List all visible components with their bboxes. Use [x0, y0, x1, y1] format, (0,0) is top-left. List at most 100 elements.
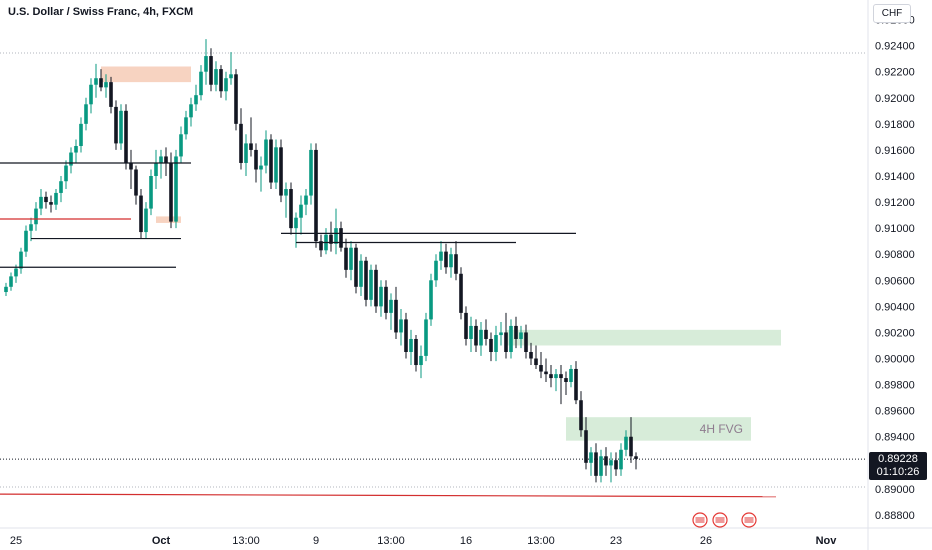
candle[interactable] — [324, 228, 328, 255]
candle[interactable] — [34, 202, 38, 231]
candle[interactable] — [289, 182, 293, 235]
candle[interactable] — [414, 335, 418, 372]
candle[interactable] — [574, 361, 578, 405]
candle[interactable] — [99, 69, 103, 92]
candle[interactable] — [219, 65, 223, 98]
candle[interactable] — [54, 189, 58, 210]
candle[interactable] — [264, 130, 268, 174]
candle[interactable] — [594, 443, 598, 483]
candle[interactable] — [584, 417, 588, 470]
candle[interactable] — [259, 156, 263, 192]
zone-box[interactable] — [566, 417, 751, 441]
candle[interactable] — [299, 195, 303, 235]
candle[interactable] — [539, 352, 543, 379]
time-axis[interactable]: 25 Oct 13:00 9 13:00 16 13:00 23 26 Nov — [10, 535, 837, 547]
candle[interactable] — [274, 139, 278, 190]
candle[interactable] — [474, 319, 478, 352]
candle[interactable] — [464, 306, 468, 346]
candle[interactable] — [304, 189, 308, 216]
us-flag-event-icon[interactable] — [712, 512, 728, 528]
candle[interactable] — [269, 134, 273, 190]
candle[interactable] — [424, 312, 428, 362]
candle[interactable] — [159, 149, 163, 179]
candle[interactable] — [484, 319, 488, 346]
candle[interactable] — [499, 322, 503, 346]
candle[interactable] — [629, 417, 633, 463]
candle[interactable] — [534, 345, 538, 369]
candle[interactable] — [429, 273, 433, 326]
candle[interactable] — [104, 74, 108, 98]
candle[interactable] — [379, 280, 383, 317]
candle[interactable] — [39, 189, 43, 216]
candle[interactable] — [244, 134, 248, 176]
candle[interactable] — [94, 63, 98, 98]
candle[interactable] — [364, 256, 368, 307]
candle[interactable] — [239, 108, 243, 170]
candle[interactable] — [549, 365, 553, 388]
candle[interactable] — [124, 104, 128, 170]
zone-box[interactable] — [101, 66, 191, 83]
candle[interactable] — [624, 430, 628, 457]
candle[interactable] — [164, 147, 168, 176]
candle[interactable] — [74, 139, 78, 163]
candle[interactable] — [189, 97, 193, 127]
candle[interactable] — [519, 325, 523, 349]
candle[interactable] — [144, 202, 148, 239]
candle[interactable] — [554, 368, 558, 392]
candle[interactable] — [444, 243, 448, 274]
event-icons[interactable] — [692, 512, 757, 528]
candle[interactable] — [154, 149, 158, 190]
candle[interactable] — [339, 221, 343, 252]
candle[interactable] — [234, 69, 238, 131]
candle[interactable] — [29, 217, 33, 242]
price-axis[interactable]: 0.926000.924000.922000.920000.918000.916… — [875, 15, 915, 522]
candle[interactable] — [529, 342, 533, 366]
candle[interactable] — [59, 176, 63, 203]
candle[interactable] — [399, 308, 403, 346]
candle[interactable] — [344, 238, 348, 278]
candle[interactable] — [589, 447, 593, 476]
candle[interactable] — [209, 48, 213, 92]
candle[interactable] — [224, 71, 228, 101]
candle[interactable] — [249, 117, 253, 157]
us-flag-event-icon[interactable] — [692, 512, 708, 528]
candle[interactable] — [174, 149, 178, 229]
candle[interactable] — [514, 316, 518, 349]
candle[interactable] — [559, 365, 563, 405]
candle[interactable] — [179, 126, 183, 163]
candle[interactable] — [384, 280, 388, 320]
candle[interactable] — [479, 322, 483, 356]
candle[interactable] — [134, 165, 138, 205]
candle[interactable] — [84, 97, 88, 131]
candle[interactable] — [494, 325, 498, 362]
candle[interactable] — [439, 241, 443, 270]
candle[interactable] — [229, 52, 233, 85]
candle[interactable] — [469, 316, 473, 352]
candle[interactable] — [619, 443, 623, 476]
candle[interactable] — [454, 241, 458, 281]
candle[interactable] — [129, 149, 133, 190]
candle[interactable] — [309, 143, 313, 205]
candle[interactable] — [24, 225, 28, 257]
candle[interactable] — [349, 241, 353, 281]
candle[interactable] — [489, 332, 493, 362]
candle[interactable] — [524, 324, 528, 359]
candle[interactable] — [329, 221, 333, 252]
candle[interactable] — [204, 39, 208, 85]
candle[interactable] — [459, 267, 463, 320]
zone-box[interactable] — [506, 329, 781, 346]
candle[interactable] — [389, 293, 393, 330]
candle[interactable] — [279, 139, 283, 203]
candle[interactable] — [599, 449, 603, 483]
candle[interactable] — [569, 365, 573, 388]
candle[interactable] — [19, 247, 23, 274]
candle[interactable] — [184, 110, 188, 140]
candle[interactable] — [119, 104, 123, 150]
candle[interactable] — [284, 182, 288, 218]
zone-box[interactable] — [156, 216, 181, 223]
candle[interactable] — [199, 65, 203, 101]
drawn-level-line[interactable] — [0, 493, 777, 498]
candle[interactable] — [564, 371, 568, 396]
candle[interactable] — [634, 452, 638, 470]
candle[interactable] — [79, 117, 83, 153]
